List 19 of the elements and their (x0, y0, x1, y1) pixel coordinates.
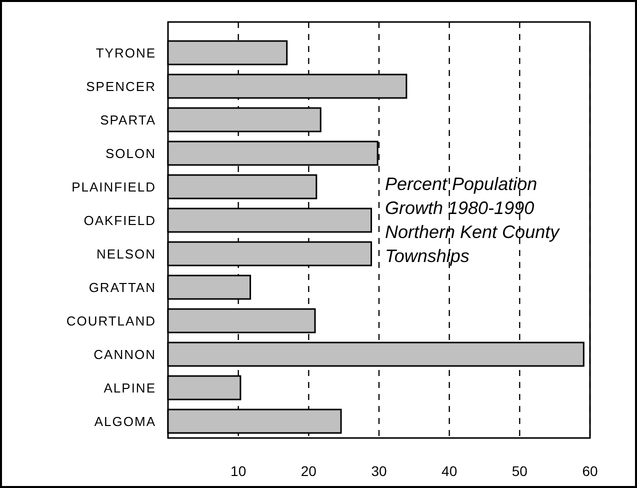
y-tick-label: TYRONE (96, 45, 156, 60)
text: Percent Population Growth 1980-1990 Northern Kent County Townships (385, 174, 560, 266)
y-tick-label: SPARTA (100, 112, 156, 128)
y-tick-label: ALPINE (104, 380, 156, 396)
y-tick-label: NELSON (96, 246, 156, 262)
y-tick-label: ALGOMA (94, 414, 156, 429)
x-tick-label: 40 (442, 463, 458, 479)
y-tick-label: PLAINFIELD (72, 179, 156, 194)
x-tick-label: 10 (230, 463, 246, 479)
x-tick-label: 60 (582, 463, 598, 479)
y-tick-label: SOLON (105, 146, 156, 161)
x-tick-label: 20 (300, 463, 317, 479)
y-tick-label: GRATTAN (88, 280, 156, 295)
y-tick-label: CANNON (94, 346, 156, 362)
y-tick-label: COURTLAND (66, 313, 156, 328)
y-tick-label: SPENCER (86, 78, 156, 94)
y-tick-label: OAKFIELD (84, 212, 156, 228)
x-tick-label: 50 (512, 463, 528, 479)
x-tick-label: 30 (371, 463, 387, 479)
